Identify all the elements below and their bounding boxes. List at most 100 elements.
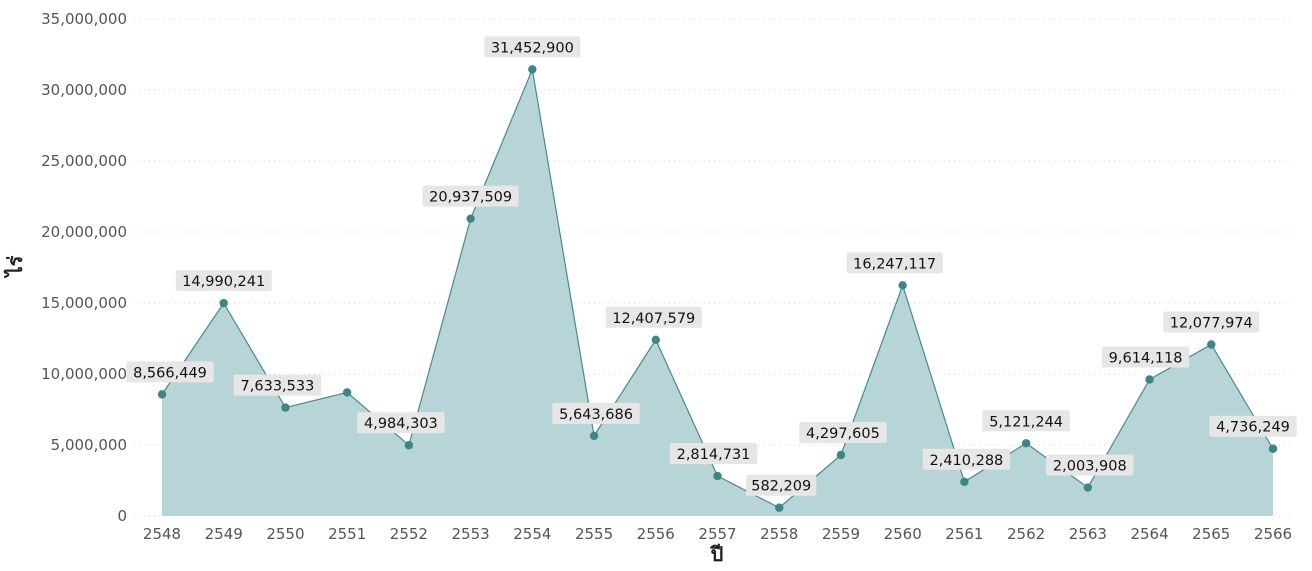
data-point xyxy=(219,298,228,308)
data-label-background xyxy=(669,443,758,465)
y-tick-label: 10,000,000 xyxy=(41,365,127,383)
x-tick-label: 2561 xyxy=(945,525,983,543)
data-label-text: 20,937,509 xyxy=(429,190,512,206)
data-point xyxy=(775,503,784,512)
y-tick-label: 5,000,000 xyxy=(51,436,127,454)
data-label-background xyxy=(799,421,887,443)
data-label-background xyxy=(982,410,1070,432)
data-point xyxy=(1207,340,1216,349)
data-point xyxy=(898,281,907,290)
data-label-background xyxy=(746,474,817,496)
x-tick-label: 2558 xyxy=(760,525,798,543)
data-point xyxy=(960,477,969,486)
data-label: 2,003,908 xyxy=(1046,454,1134,476)
data-label-background xyxy=(484,36,581,58)
data-label: 9,614,118 xyxy=(1101,346,1190,368)
data-label-text: 4,736,249 xyxy=(1216,420,1290,436)
data-point xyxy=(836,450,846,460)
data-point xyxy=(1145,375,1154,384)
y-tick-label: 0 xyxy=(117,507,127,525)
y-tick-label: 30,000,000 xyxy=(41,81,127,99)
y-tick-label: 20,000,000 xyxy=(41,223,127,241)
series-area xyxy=(162,69,1273,516)
data-label-text: 31,452,900 xyxy=(491,40,574,56)
data-label-background xyxy=(922,448,1011,470)
data-label-background xyxy=(1163,311,1260,333)
data-point xyxy=(528,65,537,74)
x-tick-label: 2550 xyxy=(266,525,304,543)
x-tick-label: 2562 xyxy=(1007,525,1045,543)
x-tick-label: 2559 xyxy=(822,525,860,543)
data-label-background xyxy=(605,306,702,328)
x-tick-label: 2552 xyxy=(390,525,428,543)
data-label: 20,937,509 xyxy=(422,185,519,207)
data-label-text: 12,077,974 xyxy=(1170,315,1253,331)
data-label-text: 4,297,605 xyxy=(806,426,880,442)
x-tick-label: 2563 xyxy=(1069,525,1107,543)
data-label-background xyxy=(1101,346,1190,368)
data-point xyxy=(281,403,290,412)
data-label-text: 2,003,908 xyxy=(1053,459,1127,475)
data-label-text: 12,407,579 xyxy=(612,311,695,327)
x-axis-ticks: 2548 2549 2550 2551 2552 2553 2554 2555 2556 2557… xyxy=(143,525,1292,543)
data-points xyxy=(157,65,1278,512)
data-label: 582,209 xyxy=(746,474,817,496)
data-point xyxy=(713,471,722,481)
data-point xyxy=(1268,444,1278,453)
y-axis-title: ไร่ xyxy=(3,255,27,278)
y-axis-ticks: 0 5,000,000 10,000,000 15,000,000 20,000,000… xyxy=(41,10,127,525)
x-tick-label: 2553 xyxy=(452,525,490,543)
x-tick-label: 2554 xyxy=(513,525,551,543)
data-point xyxy=(1021,439,1031,448)
x-tick-label: 2560 xyxy=(884,525,922,543)
y-tick-label: 15,000,000 xyxy=(41,294,127,312)
data-label-text: 2,410,288 xyxy=(929,453,1003,469)
data-label-background xyxy=(422,185,519,207)
data-label-background xyxy=(126,361,214,383)
data-point xyxy=(651,335,660,345)
x-tick-label: 2557 xyxy=(698,525,736,543)
y-tick-label: 25,000,000 xyxy=(41,152,127,170)
data-label: 12,077,974 xyxy=(1163,311,1260,333)
data-label-text: 5,643,686 xyxy=(559,407,633,423)
y-tick-label: 35,000,000 xyxy=(41,10,127,28)
data-label-background xyxy=(846,252,943,274)
data-label: 7,633,533 xyxy=(233,374,322,396)
data-point xyxy=(466,214,475,223)
data-label-text: 8,566,449 xyxy=(133,365,207,381)
data-label-text: 14,990,241 xyxy=(182,274,265,290)
data-label: 5,121,244 xyxy=(982,410,1070,432)
data-label-text: 582,209 xyxy=(751,479,811,495)
data-label: 16,247,117 xyxy=(846,252,943,274)
data-label-text: 16,247,117 xyxy=(853,256,936,272)
data-point xyxy=(342,388,352,397)
data-label: 12,407,579 xyxy=(605,306,702,328)
data-label: 4,297,605 xyxy=(799,421,887,443)
data-label: 5,643,686 xyxy=(552,402,640,424)
x-tick-label: 2548 xyxy=(143,525,181,543)
x-tick-label: 2555 xyxy=(575,525,613,543)
data-label: 4,984,303 xyxy=(357,412,445,434)
data-label-text: 5,121,244 xyxy=(989,414,1063,430)
data-label: 2,410,288 xyxy=(922,448,1011,470)
data-label: 2,814,731 xyxy=(669,443,758,465)
data-label-background xyxy=(233,374,322,396)
data-label-background xyxy=(1046,454,1134,476)
data-label: 4,736,249 xyxy=(1209,415,1297,437)
x-tick-label: 2549 xyxy=(205,525,243,543)
data-label: 31,452,900 xyxy=(484,36,581,58)
x-tick-label: 2566 xyxy=(1254,525,1292,543)
data-label-text: 9,614,118 xyxy=(1109,350,1183,366)
data-label-text: 2,814,731 xyxy=(677,447,751,463)
x-tick-label: 2551 xyxy=(328,525,366,543)
x-tick-label: 2564 xyxy=(1130,525,1168,543)
data-point xyxy=(1083,483,1093,492)
data-labels: 8,566,449 14,990,241 7,633,533 4,984,303 20,… xyxy=(126,36,1297,496)
data-label-background xyxy=(1209,415,1297,437)
data-point xyxy=(404,441,414,450)
data-point xyxy=(589,431,599,441)
x-tick-label: 2565 xyxy=(1192,525,1230,543)
data-point xyxy=(157,390,167,399)
data-label: 14,990,241 xyxy=(175,270,272,292)
